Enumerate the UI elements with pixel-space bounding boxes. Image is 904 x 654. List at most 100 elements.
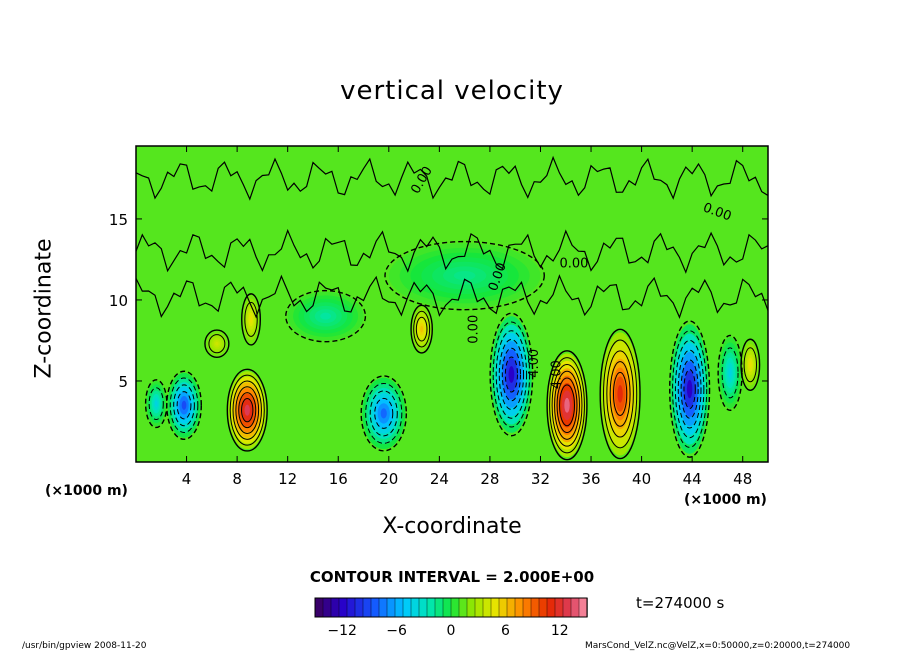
contour-11-1 xyxy=(721,347,739,399)
downdraft-cell-14 xyxy=(388,243,541,309)
colorbar-tick-label: −6 xyxy=(386,623,407,639)
zero-contour-2 xyxy=(136,155,768,201)
contour-3-1 xyxy=(208,334,226,354)
x-tick-label: 44 xyxy=(683,470,702,488)
colorbar-segment xyxy=(482,597,492,618)
colorbar-segment xyxy=(418,597,428,618)
contour-interval-label: CONTOUR INTERVAL = 2.000E+00 xyxy=(309,568,595,586)
contour-2-1 xyxy=(229,374,265,446)
colorbar-segment xyxy=(506,597,516,618)
y-axis: 5 10 15 xyxy=(109,211,768,391)
contour-value-label: 4.00 xyxy=(550,360,565,389)
colorbar-segment xyxy=(386,597,396,618)
colorbar-segment xyxy=(466,597,476,618)
colorbar-segment xyxy=(498,597,508,618)
x-unit-label-left: (×1000 m) xyxy=(45,483,128,499)
x-tick-label: 24 xyxy=(430,470,449,488)
contour-8-3 xyxy=(554,370,580,440)
footer-dataset: MarsCond_VelZ.nc@VelZ,x=0:50000,z=0:2000… xyxy=(585,641,851,651)
colorbar-segment xyxy=(362,597,372,618)
contour-4-1 xyxy=(244,301,258,337)
contour-value-label: 4.00 xyxy=(527,349,542,378)
contour-2-5 xyxy=(241,397,254,423)
contour-6-2 xyxy=(415,316,428,342)
contour-5-1 xyxy=(365,382,403,444)
contour-13-0 xyxy=(285,289,367,343)
contour-2-2 xyxy=(232,380,262,440)
colorbar-segment xyxy=(458,597,468,618)
colorbar-tick-label: 6 xyxy=(501,623,510,639)
x-tick-label: 16 xyxy=(329,470,348,488)
contour-6-1 xyxy=(413,310,431,348)
x-tick-label: 28 xyxy=(480,470,499,488)
contour-7-2 xyxy=(495,330,528,419)
contour-7-3 xyxy=(498,338,525,410)
contour-10-4 xyxy=(680,359,699,419)
contour-value-label: 0.00 xyxy=(466,315,481,344)
contour-9-0 xyxy=(599,328,641,460)
contour-6-0 xyxy=(410,304,433,354)
heatmap-field xyxy=(136,146,768,462)
contour-7-5 xyxy=(504,356,518,393)
colorbar: −12 −6 0 6 12 xyxy=(314,597,588,639)
colorbar-tick-label: 12 xyxy=(551,623,569,639)
contour-10-1 xyxy=(672,330,708,448)
x-axis: 4 8 12 16 20 24 28 32 36 40 44 48 xyxy=(182,146,752,488)
plot-frame xyxy=(135,145,769,463)
x-tick-label: 36 xyxy=(581,470,600,488)
colorbar-segment xyxy=(578,597,588,618)
contour-9-2 xyxy=(606,350,634,438)
contour-3-0 xyxy=(204,329,230,359)
contour-9-1 xyxy=(603,339,638,449)
x-unit-label-right: (×1000 m) xyxy=(684,492,767,508)
x-tick-label: 4 xyxy=(182,470,192,488)
colorbar-frame xyxy=(314,597,588,618)
x-tick-label: 12 xyxy=(278,470,297,488)
colorbar-segment xyxy=(546,597,556,618)
contour-1-1 xyxy=(148,387,164,421)
colorbar-segment xyxy=(394,597,404,618)
contour-12-0 xyxy=(740,338,761,391)
contour-0-3 xyxy=(176,391,192,420)
colorbar-segment xyxy=(338,597,348,618)
colorbar-segment xyxy=(370,597,380,618)
downdraft-cell-5 xyxy=(362,377,406,450)
contour-value-label: 0.00 xyxy=(559,257,588,272)
colorbar-segment xyxy=(378,597,388,618)
colorbar-segment xyxy=(450,597,460,618)
chart-title: vertical velocity xyxy=(340,76,564,106)
colorbar-segment xyxy=(354,597,364,618)
contour-1-0 xyxy=(144,379,168,429)
contour-10-5 xyxy=(683,369,696,410)
contour-7-1 xyxy=(492,321,531,428)
time-label: t=274000 s xyxy=(636,594,725,612)
colorbar-tick-label: 0 xyxy=(447,623,456,639)
contour-2-4 xyxy=(238,392,257,429)
zero-contour-1 xyxy=(136,274,768,319)
x-tick-label: 48 xyxy=(733,470,752,488)
colorbar-segment xyxy=(530,597,540,618)
colorbar-segment xyxy=(490,597,500,618)
updraft-cell-6 xyxy=(411,306,432,352)
contour-0-1 xyxy=(169,377,199,434)
contour-8-4 xyxy=(556,377,578,434)
colorbar-segment xyxy=(330,597,340,618)
contour-10-3 xyxy=(677,349,702,429)
colorbar-segment xyxy=(434,597,444,618)
contour-9-3 xyxy=(609,361,631,427)
contour-2-3 xyxy=(235,386,260,434)
contour-5-2 xyxy=(369,390,398,437)
colorbar-segment xyxy=(538,597,548,618)
y-tick-label: 10 xyxy=(109,292,128,310)
colorbar-segment xyxy=(522,597,532,618)
x-axis-label: X-coordinate xyxy=(382,514,522,539)
y-tick-label: 5 xyxy=(118,373,128,391)
colorbar-segment xyxy=(442,597,452,618)
contour-4-0 xyxy=(241,293,262,346)
colorbar-segment xyxy=(402,597,412,618)
colorbar-segment xyxy=(346,597,356,618)
downdraft-cell-0 xyxy=(167,372,201,438)
x-tick-label: 40 xyxy=(632,470,651,488)
contour-12-1 xyxy=(743,347,757,383)
